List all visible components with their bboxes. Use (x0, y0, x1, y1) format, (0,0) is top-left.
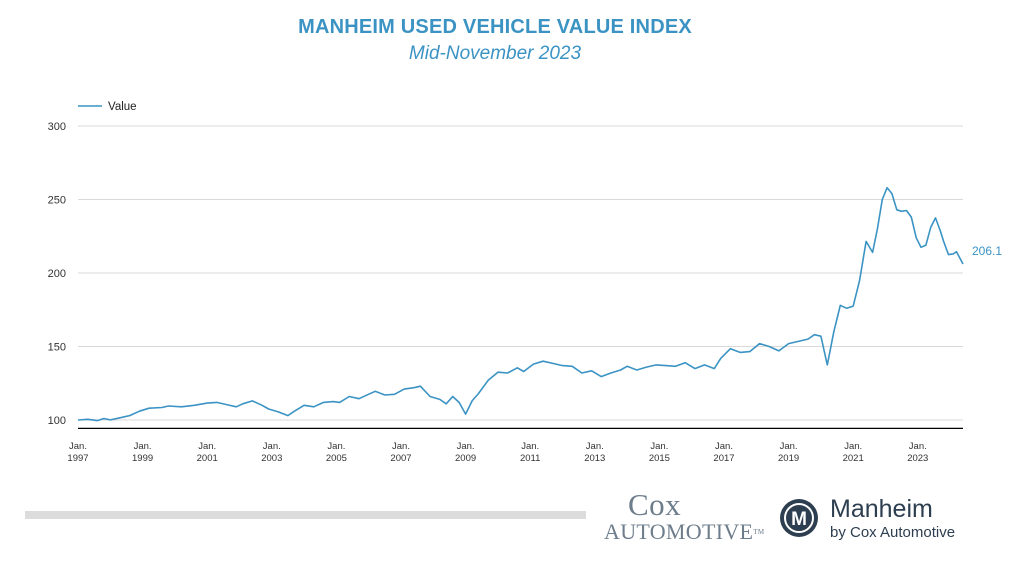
manheim-logo-text: Manheim by Cox Automotive (830, 495, 955, 543)
manheim-logo-icon: M (780, 499, 818, 537)
x-tick-label-year: 2021 (843, 453, 864, 464)
x-tick-label-month: Jan. (327, 441, 345, 452)
footer-bar (25, 511, 586, 519)
x-tick-label-year: 2019 (778, 453, 799, 464)
series-line-value (77, 186, 964, 422)
chart-subtitle: Mid-November 2023 (408, 43, 582, 64)
x-tick-label-year: 2007 (390, 453, 411, 464)
x-tick-label-month: Jan. (586, 441, 604, 452)
y-tick-label: 300 (48, 121, 66, 133)
x-tick-label-month: Jan. (392, 441, 410, 452)
x-tick-label-month: Jan. (715, 441, 733, 452)
cox-logo-word: Cox (628, 487, 682, 522)
x-tick-label-month: Jan. (521, 441, 539, 452)
y-tick-label: 150 (48, 342, 66, 354)
x-tick-label-year: 2023 (907, 453, 928, 464)
x-tick-label-year: 1999 (132, 453, 153, 464)
y-tick-label: 200 (48, 268, 66, 280)
y-tick-label: 250 (48, 195, 66, 207)
x-tick-label-year: 2013 (584, 453, 605, 464)
x-tick-label-month: Jan. (263, 441, 281, 452)
cox-logo-subword: AUTOMOTIVETM (604, 520, 764, 544)
manheim-logo-tagline: by Cox Automotive (830, 524, 956, 541)
cox-logo-automotive: AUTOMOTIVE (604, 519, 754, 544)
x-tick-label-year: 1997 (67, 453, 88, 464)
x-tick-label-year: 2011 (520, 453, 540, 464)
x-tick-label-month: Jan. (134, 441, 152, 452)
manheim-logo-word: Manheim (830, 495, 933, 523)
x-tick-label-month: Jan. (457, 441, 475, 452)
grid-layer (78, 125, 963, 421)
x-axis-ticks: Jan.1997Jan.1999Jan.2001Jan.2003Jan.2005… (67, 441, 928, 464)
x-tick-label-year: 2017 (713, 453, 734, 464)
x-tick-label-year: 2015 (649, 453, 670, 464)
cox-logo-tm: TM (753, 528, 765, 536)
chart-title: MANHEIM USED VEHICLE VALUE INDEX (298, 16, 692, 38)
end-value-label: 206.1 (972, 244, 1002, 258)
cox-automotive-logo: Cox AUTOMOTIVETM (604, 487, 764, 544)
x-tick-label-year: 2001 (197, 453, 218, 464)
manheim-icon-letter: M (791, 509, 807, 530)
x-tick-label-month: Jan. (909, 441, 927, 452)
x-tick-label-month: Jan. (650, 441, 668, 452)
x-tick-label-year: 2003 (261, 453, 282, 464)
x-tick-label-year: 2009 (455, 453, 476, 464)
x-tick-label-year: 2005 (326, 453, 347, 464)
legend-label: Value (108, 101, 137, 113)
y-axis-ticks: 100 150 200 250 300 (48, 121, 66, 427)
x-tick-label-month: Jan. (69, 441, 87, 452)
y-tick-label: 100 (48, 415, 66, 427)
legend: Value (78, 101, 137, 113)
x-tick-label-month: Jan. (198, 441, 216, 452)
x-tick-label-month: Jan. (780, 441, 798, 452)
x-tick-label-month: Jan. (844, 441, 862, 452)
